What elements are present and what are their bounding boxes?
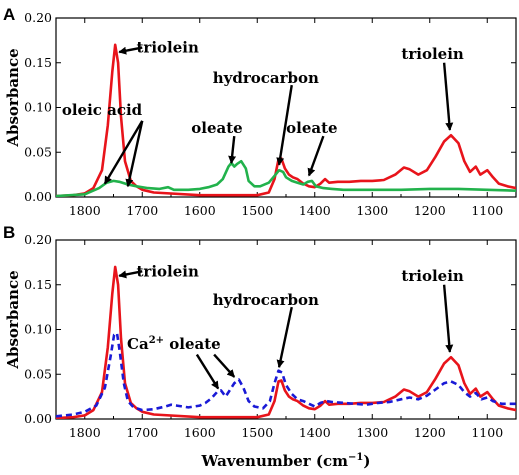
annotation-arrow: [195, 353, 220, 390]
y-tick-label: 0.05: [24, 144, 52, 159]
y-tick-label: 0.15: [24, 55, 52, 70]
annotation-arrow: [276, 306, 293, 369]
y-tick-label: 0.20: [24, 10, 52, 25]
y-axis-title-a: Absorbance: [4, 48, 22, 147]
annotation-label: hydrocarbon: [213, 291, 319, 309]
x-tick-label: 1200: [414, 203, 446, 218]
series-line-b-2: [56, 331, 516, 418]
y-axis-title-b: Absorbance: [4, 270, 22, 369]
x-tick-label: 1300: [356, 203, 388, 218]
annotation-arrow: [276, 84, 293, 166]
y-tick-label: 0.20: [24, 232, 52, 247]
y-tick-label: 0.00: [24, 411, 52, 426]
series-line-a-2: [56, 159, 516, 197]
x-tick-label: 1500: [241, 203, 273, 218]
annotation-arrow: [442, 284, 454, 353]
panel-label-a: A: [3, 5, 15, 24]
series-line-b-1: [56, 265, 516, 419]
annotation-label: oleic acid: [62, 101, 143, 119]
annotation-label: triolein: [401, 45, 463, 63]
x-tick-label: 1600: [184, 425, 216, 440]
x-tick-label: 1200: [414, 425, 446, 440]
annotation-label: triolein: [137, 39, 199, 57]
y-tick-label: 0.05: [24, 366, 52, 381]
x-tick-label: 1300: [356, 425, 388, 440]
annotation-arrow: [125, 120, 144, 188]
annotation-arrow: [213, 353, 236, 378]
x-axis-title: Wavenumber (cm−1): [201, 452, 371, 470]
x-tick-label: 1800: [69, 203, 101, 218]
annotation-label: triolein: [401, 267, 463, 285]
annotation-arrow: [307, 135, 325, 177]
y-tick-label: 0.10: [24, 322, 52, 337]
annotation-arrow: [118, 46, 143, 55]
panel-b: 1800 1700 1600 1500 1400 1300 1200 1100 0.00 0.05…: [4, 232, 517, 440]
annotation-label: Ca2+ oleate: [127, 335, 221, 353]
x-tick-label: 1700: [126, 425, 158, 440]
x-tick-label: 1100: [471, 425, 503, 440]
annotation-arrow: [442, 62, 454, 131]
annotation-label: triolein: [137, 262, 199, 280]
y-tick-label: 0.10: [24, 100, 52, 115]
x-tick-label: 1400: [299, 425, 331, 440]
x-tick-label: 1400: [299, 203, 331, 218]
x-tick-label: 1500: [241, 425, 273, 440]
y-tick-label: 0.15: [24, 277, 52, 292]
annotation-label: hydrocarbon: [213, 69, 319, 87]
panel-a: 1800 1700 1600 1500 1400 1300 1200 1100 0.00 0.05…: [4, 10, 517, 218]
y-tick-label: 0.00: [24, 189, 52, 204]
annotation-arrow: [118, 270, 143, 279]
annotation-arrow: [228, 136, 237, 164]
x-tick-label: 1100: [471, 203, 503, 218]
annotation-label: oleate: [191, 119, 242, 137]
annotation-arrow: [103, 120, 144, 185]
annotation-label: oleate: [286, 119, 337, 137]
x-tick-label: 1700: [126, 203, 158, 218]
panel-label-b: B: [3, 223, 15, 242]
series-line-a-1: [56, 43, 516, 197]
x-tick-label: 1600: [184, 203, 216, 218]
x-tick-label: 1800: [69, 425, 101, 440]
